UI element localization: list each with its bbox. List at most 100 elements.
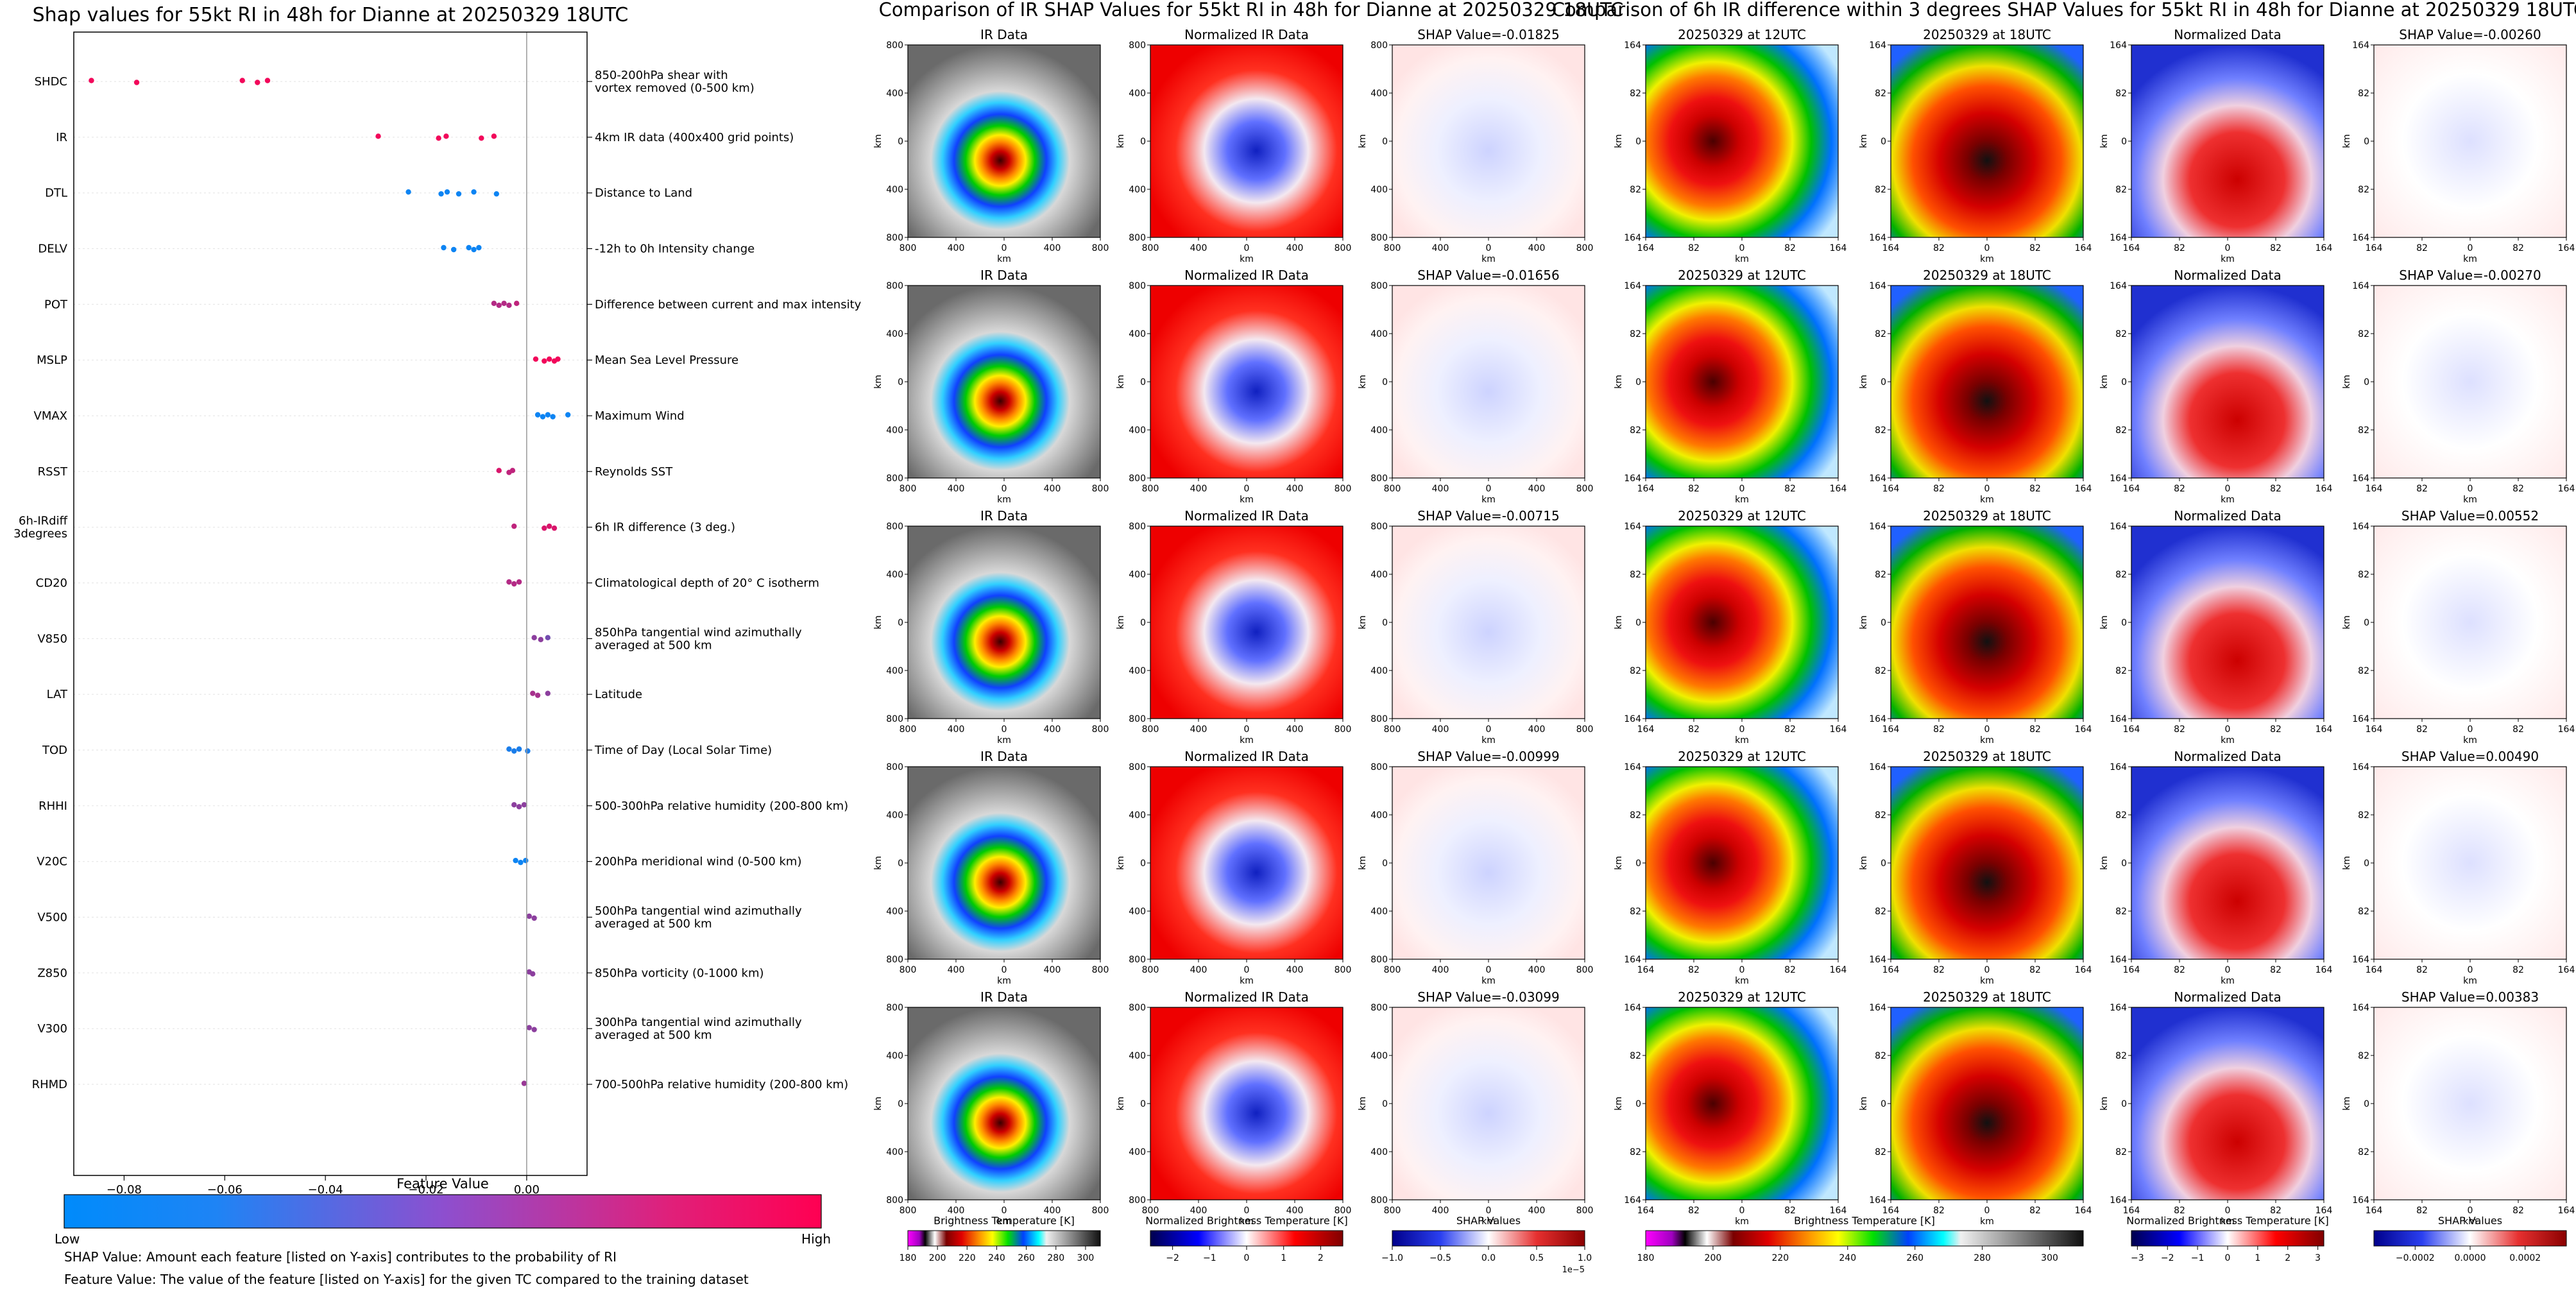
panel-y-tick-label: 800 [886, 1003, 903, 1013]
image-panel [1150, 525, 1343, 719]
summary-title: Shap values for 55kt RI in 48h for Diann… [33, 4, 629, 26]
comparison-title: Comparison of 6h IR difference within 3 … [1552, 0, 2576, 21]
panel-y-axis-label: km [1614, 375, 1624, 389]
image-panel [1392, 44, 1585, 238]
panel-x-tick-label: 82 [2416, 724, 2428, 735]
panel-x-axis-label: km [1735, 495, 1749, 505]
panel-y-tick-label: 400 [1129, 89, 1146, 99]
panel-x-axis-label: km [2221, 495, 2235, 505]
colorbar-tick-label: 240 [1839, 1253, 1856, 1263]
panel-y-tick-label: 0 [1382, 618, 1388, 628]
panel-y-tick-label: 164 [2110, 714, 2127, 724]
shap-point [375, 133, 381, 139]
colorbar-tick-label: 300 [2041, 1253, 2058, 1263]
colorbar-label: Brightness Temperature [K] [934, 1215, 1075, 1227]
feature-label: IR [56, 131, 67, 144]
colorbar-label: Normalized Brightness Temperature [K] [1145, 1215, 1348, 1227]
colorbar-tick-label: 260 [1018, 1253, 1035, 1263]
shap-point [496, 302, 502, 309]
panel-title: Normalized Data [2174, 749, 2282, 764]
feature-description: Latitude [595, 688, 642, 701]
panel-x-axis-label: km [1735, 735, 1749, 746]
panel-x-tick-label: 800 [1384, 484, 1401, 494]
image-panel [2131, 766, 2324, 960]
panel-x-tick-label: 164 [1830, 243, 1847, 253]
panel-y-tick-label: 800 [886, 762, 903, 773]
panel-x-tick-label: 400 [1044, 1206, 1061, 1216]
panel-y-tick-label: 0 [898, 618, 903, 628]
panel-x-axis-label: km [1980, 254, 1994, 264]
panel-x-tick-label: 800 [900, 1206, 917, 1216]
panel-x-tick-label: 0 [1739, 243, 1745, 253]
panel-x-tick-label: 82 [2174, 965, 2185, 975]
feature-label: POT [44, 298, 68, 311]
image-panel [1392, 1007, 1585, 1200]
panel-x-tick-label: 400 [1190, 965, 1207, 975]
panel-x-axis-label: km [2221, 254, 2235, 264]
panel-y-tick-label: 0 [2121, 858, 2127, 869]
panel-x-axis-label: km [2463, 1216, 2477, 1227]
panel-x-tick-label: 164 [1637, 1206, 1655, 1216]
panel-x-tick-label: 164 [2316, 484, 2333, 494]
shap-value-label: SHAP Value=-0.01825 [1417, 27, 1559, 42]
panel-y-tick-label: 82 [1630, 1147, 1641, 1157]
shap-point [565, 412, 571, 418]
panel-x-tick-label: 0 [1002, 1206, 1007, 1216]
colorbar-tick-label: 200 [1705, 1253, 1722, 1263]
shap-value-label: SHAP Value=-0.00715 [1417, 508, 1559, 524]
colorbar-tick-label: 180 [1637, 1253, 1655, 1263]
panel-y-axis-label: km [1614, 615, 1624, 629]
panel-x-axis-label: km [1980, 1216, 1994, 1227]
panel-y-tick-label: 82 [2115, 329, 2127, 339]
panel-x-tick-label: 800 [1142, 724, 1159, 735]
panel-y-tick-label: 400 [886, 89, 903, 99]
colorbar-tick-label: 280 [1047, 1253, 1064, 1263]
image-panel [1890, 766, 2084, 960]
shap-point [476, 244, 482, 251]
panel-x-axis-label: km [1980, 735, 1994, 746]
feature-description: Distance to Land [595, 187, 692, 200]
panel-y-tick-label: 0 [1881, 858, 1886, 869]
panel-y-tick-label: 82 [2115, 89, 2127, 99]
feature-description: 850hPa vorticity (0-1000 km) [595, 966, 764, 980]
shap-point [444, 189, 450, 195]
panel-y-tick-label: 400 [1370, 89, 1388, 99]
panel-y-tick-label: 164 [2352, 714, 2369, 724]
panel-x-tick-label: 164 [2075, 965, 2092, 975]
image-panel [1645, 44, 1839, 238]
colorbar-tick-label: 1 [1281, 1253, 1286, 1263]
panel-y-tick-label: 82 [2115, 185, 2127, 195]
panel-x-axis-label: km [2463, 976, 2477, 986]
shap-value-label: SHAP Value=-0.01656 [1417, 268, 1559, 283]
panel-y-tick-label: 82 [2358, 907, 2369, 917]
panel-y-tick-label: 82 [1875, 89, 1886, 99]
panel-x-tick-label: 400 [1044, 243, 1061, 253]
feature-description: Climatological depth of 20° C isotherm [595, 577, 819, 590]
panel-x-tick-label: 164 [1882, 484, 1900, 494]
shap-summary-panel: Shap values for 55kt RI in 48h for Diann… [13, 4, 862, 1287]
panel-x-tick-label: 0 [1739, 965, 1745, 975]
panel-x-tick-label: 400 [1286, 1206, 1304, 1216]
shap-point [456, 191, 462, 197]
panel-y-tick-label: 800 [1129, 233, 1146, 243]
panel-y-tick-label: 400 [886, 907, 903, 917]
panel-x-tick-label: 400 [1044, 484, 1061, 494]
panel-x-tick-label: 164 [2123, 965, 2140, 975]
x-tick-label: −0.04 [308, 1183, 343, 1197]
shap-point [545, 690, 551, 696]
panel-x-tick-label: 400 [948, 724, 965, 735]
panel-x-tick-label: 164 [1882, 965, 1900, 975]
panel-y-tick-label: 800 [1129, 762, 1146, 773]
panel-x-tick-label: 0 [1984, 243, 1990, 253]
shap-point [493, 191, 500, 197]
panel-x-tick-label: 164 [2075, 484, 2092, 494]
panel-y-tick-label: 164 [2110, 40, 2127, 51]
panel-x-tick-label: 400 [1286, 484, 1304, 494]
panel-y-tick-label: 800 [1129, 281, 1146, 291]
panel-x-tick-label: 400 [1528, 965, 1546, 975]
panel-y-axis-label: km [2342, 856, 2352, 870]
colorbar-tick-label: −0.5 [1429, 1253, 1451, 1263]
image-panel [907, 285, 1101, 479]
panel-y-tick-label: 82 [2115, 907, 2127, 917]
